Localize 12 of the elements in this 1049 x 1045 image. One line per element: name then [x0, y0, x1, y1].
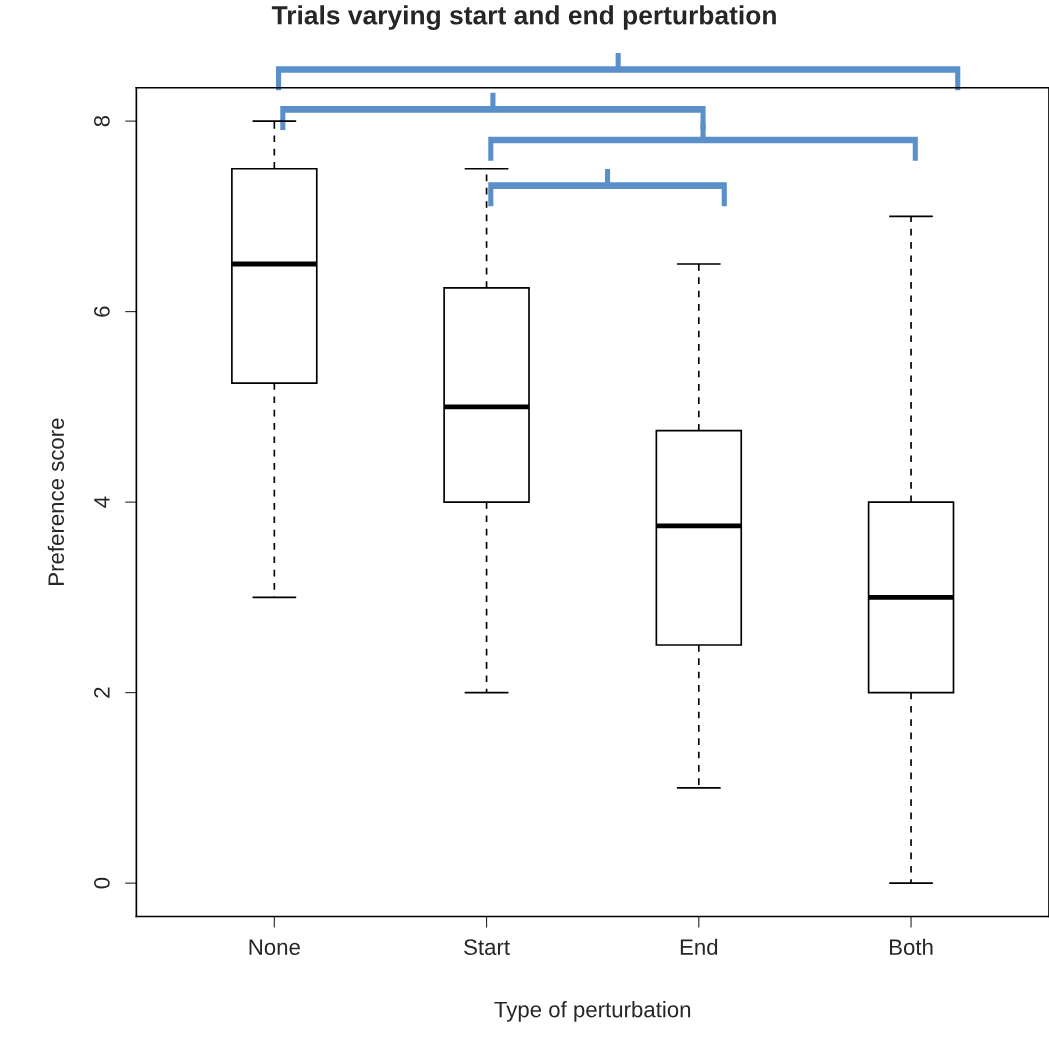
x-tick-label: End	[680, 938, 718, 956]
y-tick-label: 6	[94, 306, 110, 317]
chart-title: Trials varying start and end perturbation	[271, 5, 776, 30]
y-tick-label: 0	[94, 877, 110, 889]
x-axis-title: Type of perturbation	[494, 1001, 691, 1022]
x-tick-label: Start	[464, 939, 510, 956]
y-axis-title: Preference score	[47, 418, 65, 585]
y-tick-label: 2	[94, 687, 110, 698]
x-tick-label: None	[249, 939, 300, 956]
y-tick-label: 4	[94, 496, 110, 508]
y-tick-label: 8	[94, 115, 110, 127]
x-tick-label: Both	[890, 938, 933, 956]
